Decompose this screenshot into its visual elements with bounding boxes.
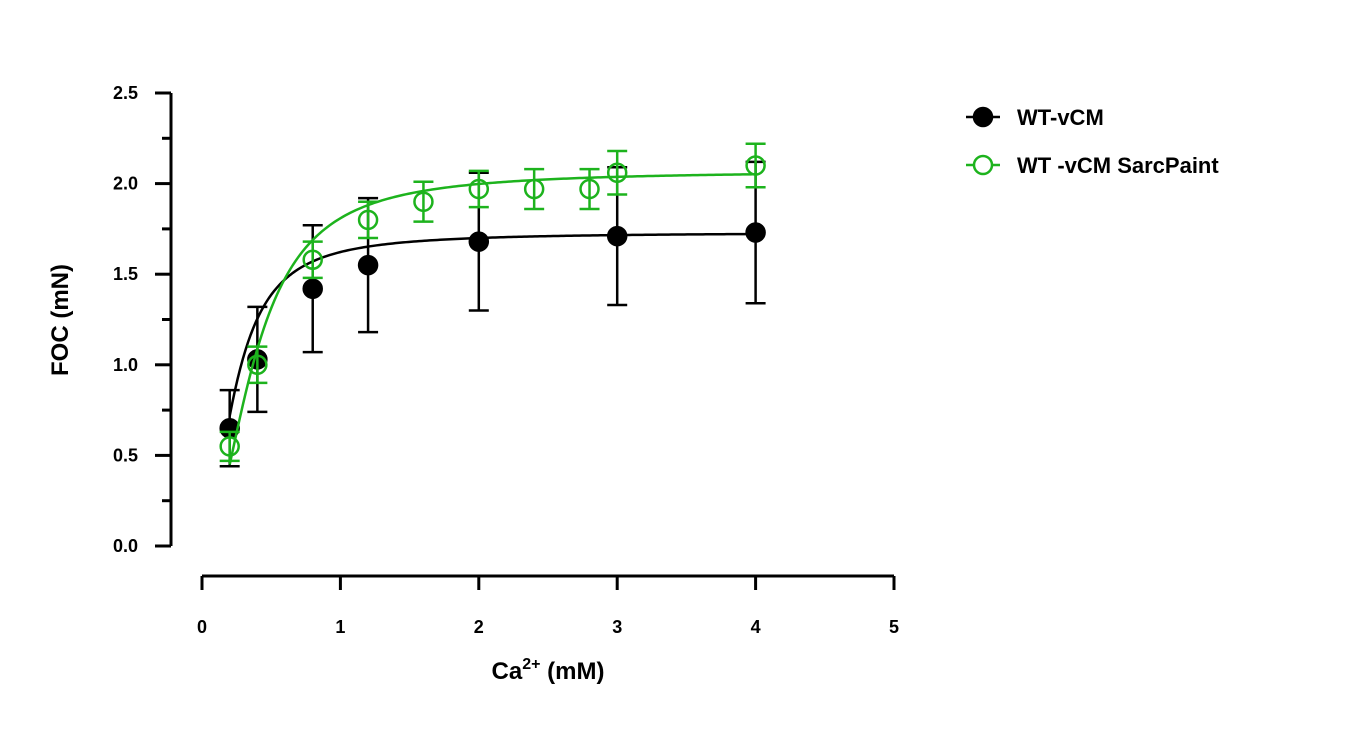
y-tick-label: 0.0: [113, 536, 138, 556]
y-tick-label: 0.5: [113, 445, 138, 465]
x-axis-title-unit: (mM): [540, 658, 604, 685]
y-axis-title: FOC (mN): [47, 264, 74, 376]
y-tick-label: 1.5: [113, 264, 138, 284]
data-point: [468, 178, 490, 200]
data-point: [606, 162, 628, 183]
x-tick-label: 4: [751, 617, 761, 637]
series-1: [219, 142, 766, 465]
x-axis: 0 1 2 3 4 5: [197, 574, 899, 637]
x-axis-title: Ca2+ (mM): [492, 656, 605, 685]
x-axis-title-main: Ca: [492, 658, 523, 685]
data-point: [523, 178, 545, 200]
data-point: [745, 222, 766, 243]
data-point: [413, 191, 434, 212]
x-tick-label: 5: [889, 617, 899, 637]
x-axis-title-sup: 2+: [522, 656, 540, 673]
data-point: [468, 231, 490, 252]
legend-label-wt-vcm-sarcpaint: WT -vCM SarcPaint: [1017, 153, 1219, 178]
data-point: [606, 225, 628, 247]
legend-label-wt-vcm: WT-vCM: [1017, 105, 1104, 130]
fit-curve-1: [228, 173, 756, 465]
data-point: [579, 178, 600, 200]
legend-item-wt-vcm-sarcpaint: WT -vCM SarcPaint: [966, 153, 1219, 178]
legend-marker-wt-vcm: [972, 106, 994, 128]
x-tick-label: 2: [474, 617, 484, 637]
y-tick-label: 1.0: [113, 355, 138, 375]
data-point: [302, 249, 323, 270]
data-point: [247, 354, 268, 376]
fit-curve-0: [228, 232, 756, 417]
data-point: [357, 209, 379, 231]
series-layer: [219, 142, 766, 468]
x-tick-label: 0: [197, 617, 207, 637]
data-point: [219, 436, 240, 457]
y-axis: 0.0 0.5 1.0 1.5 2.0 2.5: [113, 83, 173, 556]
legend-marker-wt-vcm-sarcpaint: [972, 154, 994, 176]
legend: WT-vCM WT -vCM SarcPaint: [966, 105, 1219, 178]
legend-item-wt-vcm: WT-vCM: [966, 105, 1104, 130]
x-tick-label: 1: [335, 617, 345, 637]
y-tick-label: 2.5: [113, 83, 138, 103]
series-0: [219, 160, 766, 468]
y-tick-label: 2.0: [113, 174, 138, 194]
data-point: [357, 254, 379, 276]
data-point: [302, 278, 323, 299]
data-point: [745, 155, 766, 176]
x-tick-label: 3: [612, 617, 622, 637]
